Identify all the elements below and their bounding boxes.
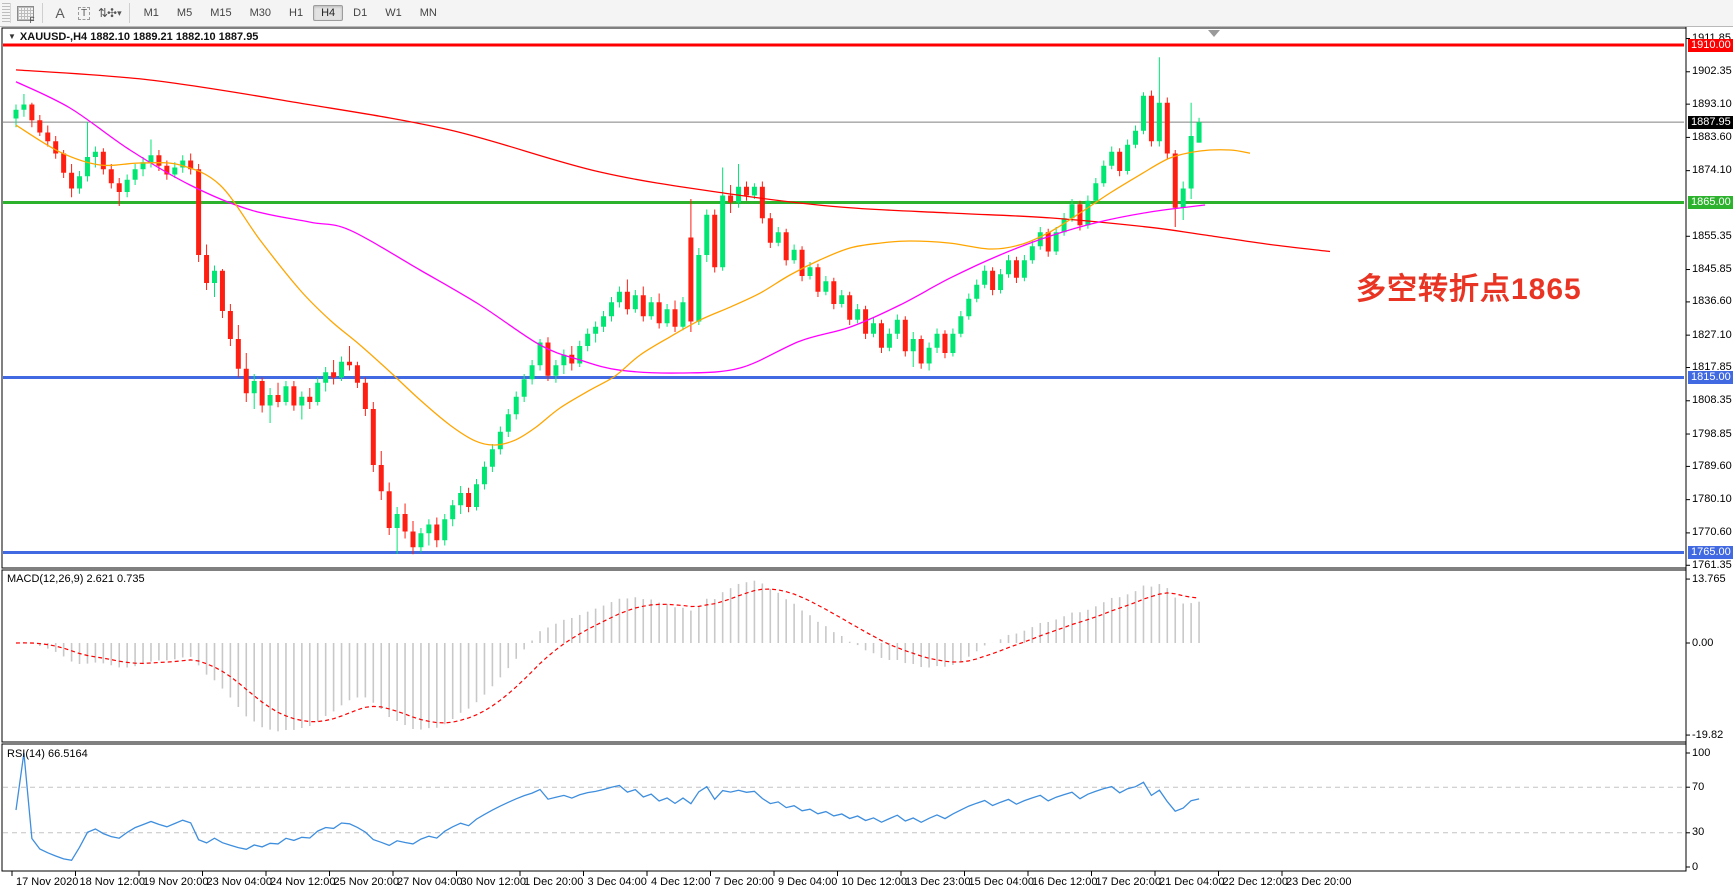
time-axis-label: 27 Nov 04:00: [397, 876, 463, 888]
timeframe-button-h4[interactable]: H4: [313, 5, 344, 21]
price-axis-tick: 1874.10: [1692, 164, 1732, 177]
time-axis-label: 25 Nov 20:00: [333, 876, 399, 888]
time-axis-label: 1 Dec 20:00: [524, 876, 584, 888]
timeframe-button-m5[interactable]: M5: [176, 7, 193, 19]
time-axis-label: 23 Dec 20:00: [1286, 876, 1352, 888]
price-badge-1865.00: 1865.00: [1688, 196, 1733, 209]
rsi-panel[interactable]: [1, 743, 1687, 872]
time-axis-label: 17 Dec 20:00: [1095, 876, 1161, 888]
ma-slow-red: [15, 69, 1331, 253]
rsi-axis-tick: 70: [1692, 780, 1705, 793]
price-axis-tick: 1817.85: [1692, 361, 1732, 374]
price-axis-tick: 1893.10: [1692, 97, 1732, 110]
timeframe-toolbar: M1 M5 M15 M30 H1 H4 D1 W1 MN: [135, 5, 446, 21]
ma-mid-magenta: [15, 81, 1206, 374]
price-axis-tick: 1780.10: [1692, 493, 1732, 506]
time-axis-label: 16 Dec 12:00: [1032, 876, 1098, 888]
time-axis-label: 3 Dec 04:00: [587, 876, 647, 888]
price-axis-tick: 1845.85: [1692, 263, 1732, 276]
macd-panel[interactable]: [1, 569, 1687, 743]
price-badge-1765.00: 1765.00: [1688, 546, 1733, 559]
arrange-arrows-button[interactable]: ⇅✣ ▾: [98, 6, 122, 20]
time-axis-label: 21 Dec 04:00: [1159, 876, 1225, 888]
timeframe-button-w1[interactable]: W1: [385, 7, 402, 19]
time-axis-label: 22 Dec 12:00: [1222, 876, 1288, 888]
rsi-line: [15, 752, 1200, 862]
price-badge-1815.00: 1815.00: [1688, 371, 1733, 384]
chevron-down-icon[interactable]: ▾: [117, 7, 122, 18]
price-axis-tick: 1883.60: [1692, 130, 1732, 143]
chart-window[interactable]: ▼ XAUUSD-,H4 1882.10 1889.21 1882.10 1887…: [0, 27, 1733, 892]
macd-signal-line: [15, 588, 1200, 724]
time-axis-label: 17 Nov 2020: [16, 876, 79, 888]
chart-shift-marker-icon[interactable]: [1208, 30, 1220, 37]
time-axis-label: 7 Dec 20:00: [714, 876, 774, 888]
time-axis-label: 4 Dec 12:00: [651, 876, 711, 888]
time-axis-label: 13 Dec 23:00: [905, 876, 971, 888]
macd-axis-tick: 0.00: [1692, 636, 1714, 649]
timeframe-button-m30[interactable]: M30: [249, 7, 272, 19]
main-toolbar: F A T ⇅✣ ▾ M1 M5 M15 M30 H1 H4 D1 W1 MN: [0, 0, 1733, 27]
time-axis-label: 24 Nov 12:00: [270, 876, 336, 888]
text-box-t-button[interactable]: T: [73, 2, 95, 24]
timeframe-button-h1[interactable]: H1: [289, 7, 304, 19]
price-badge-1910.00: 1910.00: [1688, 38, 1733, 52]
price-axis-tick: 1827.10: [1692, 328, 1732, 341]
rsi-axis-tick: 0: [1692, 860, 1699, 873]
rsi-indicator-label: RSI(14) 66.5164: [7, 748, 88, 760]
time-axis-label: 10 Dec 12:00: [841, 876, 907, 888]
macd-axis-tick: -19.82: [1692, 728, 1724, 741]
timeframe-button-d1[interactable]: D1: [353, 7, 368, 19]
chart-canvas[interactable]: [0, 27, 1733, 892]
chart-title: ▼ XAUUSD-,H4 1882.10 1889.21 1882.10 1887…: [8, 31, 259, 43]
price-axis-tick: 1855.35: [1692, 229, 1732, 242]
ma-fast-orange: [15, 124, 1251, 446]
price-axis-tick: 1836.60: [1692, 295, 1732, 308]
toolbar-separator: [128, 3, 130, 23]
price-axis-tick: 1902.35: [1692, 65, 1732, 78]
timeframe-button-m1[interactable]: M1: [143, 7, 159, 19]
price-badge-1887.95: 1887.95: [1688, 115, 1733, 129]
timeframe-button-mn[interactable]: MN: [419, 7, 437, 19]
text-label-a-button[interactable]: A: [55, 5, 65, 21]
price-axis-tick: 1770.60: [1692, 526, 1732, 539]
macd-axis-tick: 13.765: [1692, 572, 1726, 585]
indicator-grid-f-icon[interactable]: F: [14, 2, 36, 25]
time-axis-label: 15 Dec 04:00: [968, 876, 1034, 888]
time-axis-label: 19 Nov 20:00: [143, 876, 209, 888]
price-axis-tick: 1761.35: [1692, 558, 1732, 571]
rsi-axis-tick: 100: [1692, 746, 1711, 759]
macd-indicator-label: MACD(12,26,9) 2.621 0.735: [7, 573, 145, 585]
symbol-caret-icon[interactable]: ▼: [8, 32, 16, 41]
rsi-axis-tick: 30: [1692, 826, 1705, 839]
timeframe-button-m15[interactable]: M15: [210, 7, 232, 19]
price-axis-tick: 1798.85: [1692, 427, 1732, 440]
price-axis-tick: 1808.35: [1692, 394, 1732, 407]
toolbar-separator: [42, 3, 43, 23]
toolbar-drag-handle[interactable]: [2, 3, 11, 23]
time-axis-label: 30 Nov 12:00: [460, 876, 526, 888]
time-axis-label: 18 Nov 12:00: [79, 876, 145, 888]
time-axis-label: 9 Dec 04:00: [778, 876, 838, 888]
time-axis-label: 23 Nov 04:00: [206, 876, 272, 888]
price-axis-tick: 1789.60: [1692, 459, 1732, 472]
chart-annotation-text: 多空转折点1865: [1356, 273, 1582, 306]
